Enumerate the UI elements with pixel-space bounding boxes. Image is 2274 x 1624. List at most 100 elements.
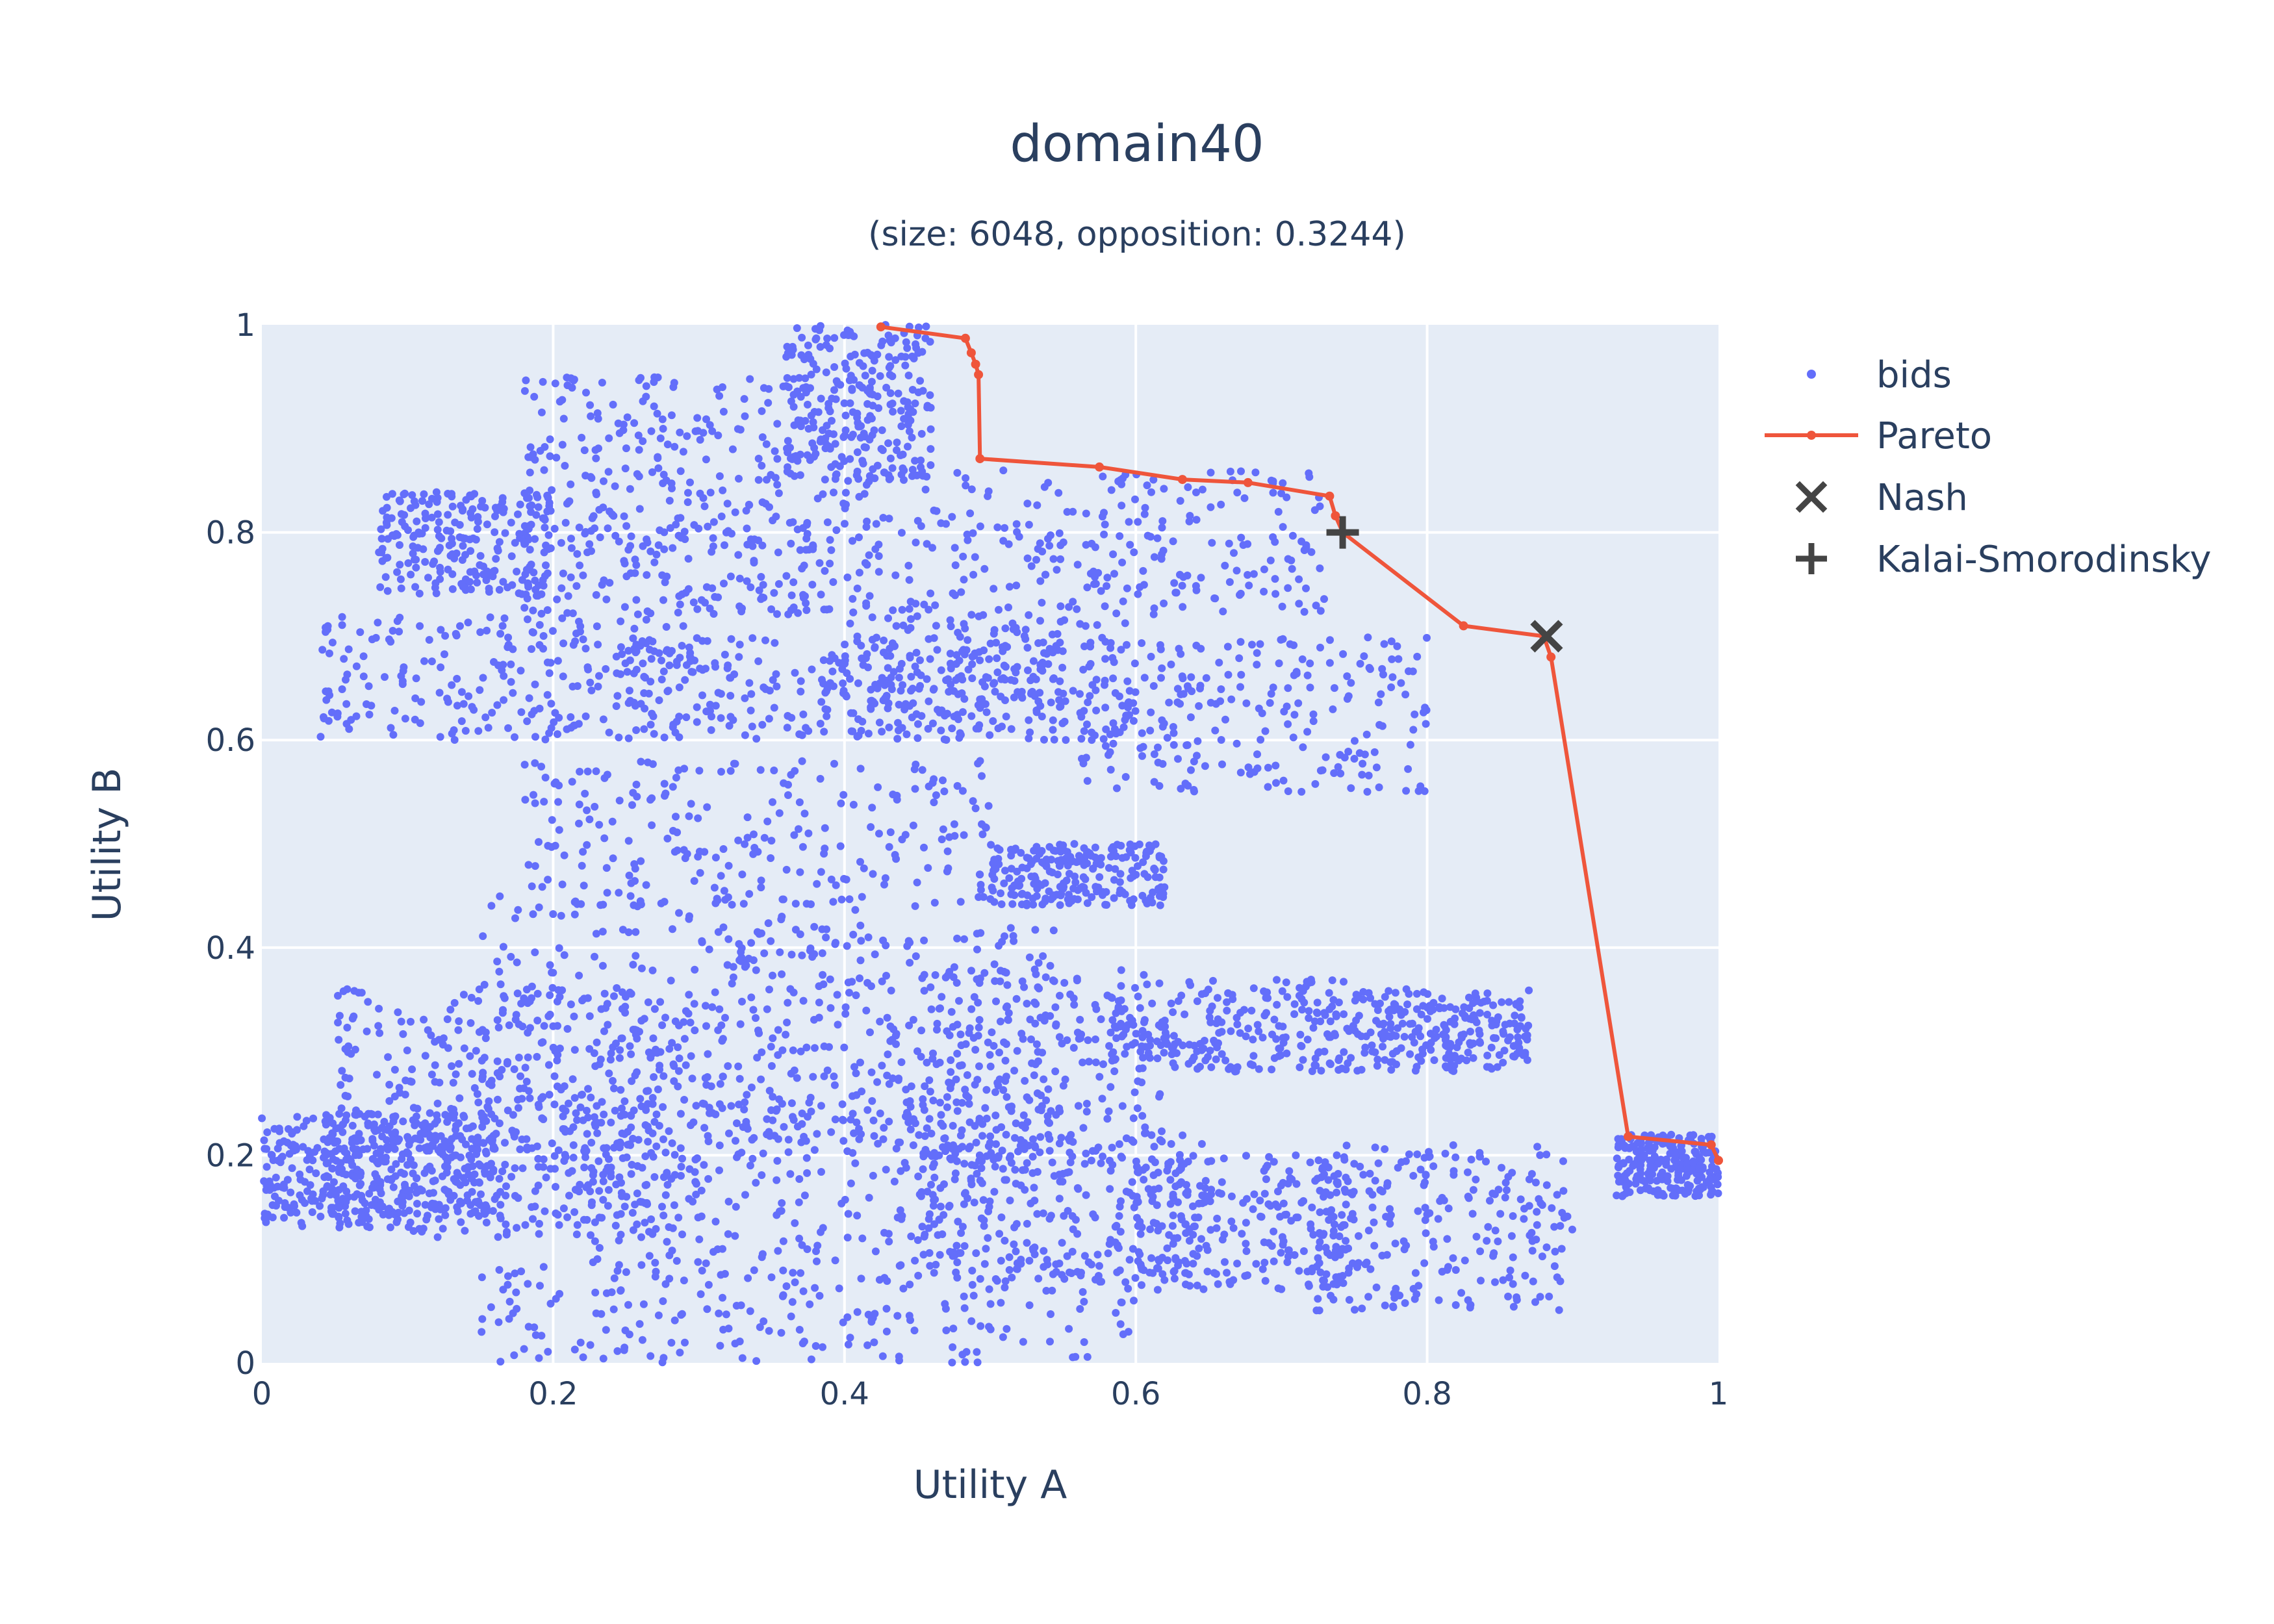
bid-point bbox=[973, 945, 981, 954]
bid-point bbox=[964, 665, 973, 674]
bid-point bbox=[441, 1162, 449, 1171]
bid-point bbox=[1334, 763, 1342, 771]
bid-point bbox=[651, 1258, 659, 1267]
bid-point bbox=[658, 656, 665, 665]
bid-point bbox=[1112, 730, 1120, 738]
bid-point bbox=[466, 585, 475, 594]
bid-point bbox=[1025, 1256, 1034, 1265]
bid-point bbox=[636, 1198, 645, 1206]
bid-point bbox=[823, 1066, 832, 1074]
bid-point bbox=[905, 1021, 913, 1030]
bid-point bbox=[1155, 1093, 1163, 1101]
bid-point bbox=[436, 568, 444, 576]
bid-point bbox=[1368, 1041, 1376, 1050]
bid-point bbox=[622, 522, 631, 530]
bid-point bbox=[711, 988, 719, 996]
bid-point bbox=[1372, 1017, 1380, 1025]
bid-point bbox=[1264, 783, 1272, 791]
bid-point bbox=[797, 1047, 805, 1056]
bid-point bbox=[510, 1351, 518, 1360]
bid-point bbox=[802, 724, 810, 732]
bid-point bbox=[511, 539, 519, 547]
bid-point bbox=[1335, 1056, 1343, 1064]
bid-point bbox=[833, 991, 841, 999]
bid-point bbox=[819, 656, 828, 665]
bid-point bbox=[883, 1277, 891, 1285]
bid-point bbox=[1001, 1277, 1010, 1286]
bid-point bbox=[1033, 1210, 1041, 1218]
bid-point bbox=[1514, 1033, 1522, 1041]
bid-point bbox=[1329, 1213, 1338, 1221]
bid-point bbox=[554, 798, 563, 806]
bid-point bbox=[1305, 1014, 1313, 1022]
bid-point bbox=[1160, 1276, 1169, 1284]
bid-point bbox=[1250, 1190, 1258, 1199]
bid-point bbox=[556, 1289, 564, 1298]
bid-point bbox=[549, 910, 557, 919]
bid-point bbox=[652, 550, 661, 559]
bid-point bbox=[1151, 866, 1159, 874]
bid-point bbox=[752, 1014, 760, 1022]
bid-point bbox=[1237, 670, 1246, 679]
bid-point bbox=[1233, 739, 1241, 748]
bid-point bbox=[1039, 952, 1047, 960]
bid-point bbox=[1225, 1065, 1233, 1073]
bid-point bbox=[580, 1147, 589, 1155]
bid-point bbox=[972, 1138, 980, 1147]
bid-point bbox=[515, 529, 524, 538]
bid-point bbox=[399, 666, 407, 675]
bid-point bbox=[749, 1006, 758, 1014]
bid-point bbox=[1342, 1200, 1350, 1209]
bid-point bbox=[1099, 1152, 1107, 1161]
bid-point bbox=[595, 672, 603, 680]
bid-point bbox=[1106, 1167, 1115, 1175]
bid-point bbox=[771, 1132, 779, 1140]
bid-point bbox=[1246, 1060, 1255, 1069]
bid-point bbox=[609, 854, 617, 863]
bid-point bbox=[965, 1118, 974, 1126]
bid-point bbox=[1069, 994, 1078, 1002]
bid-point bbox=[494, 546, 502, 555]
bid-point bbox=[950, 1154, 958, 1162]
bid-point bbox=[747, 690, 756, 698]
bid-point bbox=[280, 1184, 288, 1192]
bid-point bbox=[925, 1115, 934, 1123]
bid-point bbox=[676, 1110, 685, 1118]
bid-point bbox=[395, 1135, 403, 1143]
bid-point bbox=[1134, 993, 1142, 1000]
bid-point bbox=[841, 1003, 850, 1011]
bid-point bbox=[339, 987, 348, 995]
bid-point bbox=[1073, 1230, 1082, 1238]
bid-point bbox=[1336, 751, 1344, 759]
bid-point bbox=[1163, 1167, 1171, 1175]
bid-point bbox=[1303, 671, 1312, 679]
bid-point bbox=[1095, 1262, 1103, 1270]
bid-point bbox=[671, 1316, 679, 1325]
bid-point bbox=[1509, 1280, 1517, 1288]
bid-point bbox=[1019, 1035, 1027, 1043]
bid-point bbox=[620, 1343, 629, 1352]
bid-point bbox=[1235, 654, 1244, 663]
bid-point bbox=[1532, 1236, 1540, 1244]
bid-point bbox=[598, 961, 607, 970]
bid-point bbox=[1069, 1137, 1077, 1146]
bid-point bbox=[1494, 1186, 1503, 1194]
bid-point bbox=[472, 1047, 480, 1055]
bid-point bbox=[1344, 748, 1353, 755]
bid-point bbox=[1516, 1022, 1524, 1030]
bid-point bbox=[855, 533, 863, 542]
bid-point bbox=[1270, 1158, 1278, 1166]
bid-point bbox=[498, 622, 507, 630]
bid-point bbox=[960, 1304, 969, 1312]
bid-point bbox=[741, 731, 749, 739]
bid-point bbox=[1441, 1149, 1450, 1158]
bid-point bbox=[724, 1230, 732, 1238]
bid-point bbox=[546, 544, 555, 552]
bid-point bbox=[758, 720, 767, 729]
bid-point bbox=[552, 1183, 559, 1191]
bid-point bbox=[1136, 1004, 1144, 1012]
bid-point bbox=[654, 1085, 662, 1093]
bid-point bbox=[660, 780, 669, 788]
bid-point bbox=[1279, 1237, 1288, 1245]
bid-point bbox=[1476, 1009, 1484, 1017]
